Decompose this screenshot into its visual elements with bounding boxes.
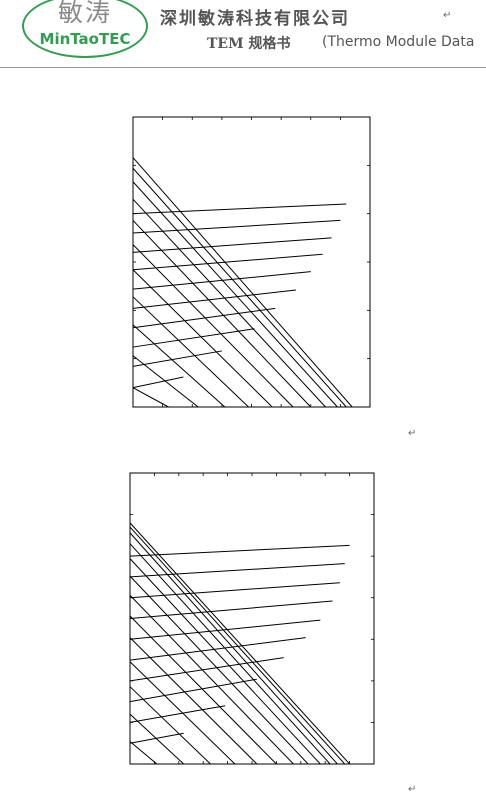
voltage-curve <box>129 732 184 744</box>
qc-curve <box>129 637 258 765</box>
voltage-curve <box>129 619 321 640</box>
company-logo: 敏涛 MinTaoTEC <box>22 0 148 58</box>
logo-chinese-text: 敏涛 <box>57 0 112 27</box>
paragraph-mark: ↵ <box>408 428 417 439</box>
qc-curve <box>129 558 321 765</box>
qc-curve <box>129 526 346 765</box>
voltage-curve <box>132 271 311 290</box>
qc-curve <box>129 713 185 765</box>
voltage-curve <box>129 582 340 599</box>
qc-curve <box>132 324 226 408</box>
spec-english-label: (Thermo Module Data <box>322 34 475 50</box>
voltage-curve <box>129 678 257 703</box>
qc-curve <box>129 532 338 765</box>
voltage-curve <box>132 307 276 329</box>
qc-curve <box>132 269 273 408</box>
voltage-curve <box>132 289 296 309</box>
qc-curve <box>132 198 326 408</box>
spec-label: TEM 规格书 <box>207 36 291 52</box>
voltage-curve <box>132 350 222 367</box>
paragraph-mark: ↵ <box>408 784 417 795</box>
qc-curve <box>129 575 309 765</box>
qc-curve <box>132 387 169 408</box>
qc-curve <box>132 167 347 408</box>
voltage-curve <box>129 705 226 723</box>
qc-curve <box>132 355 199 408</box>
qc-curve <box>132 181 338 408</box>
voltage-curve <box>129 657 284 682</box>
qc-curve <box>129 615 277 765</box>
voltage-curve <box>129 544 350 557</box>
qc-curve <box>129 741 158 765</box>
voltage-curve <box>132 237 332 253</box>
header-rule <box>0 67 486 68</box>
voltage-curve <box>132 328 255 348</box>
chart-top <box>132 116 371 408</box>
voltage-curve <box>132 203 347 215</box>
voltage-curve <box>129 637 306 661</box>
plot-frame <box>129 472 375 765</box>
qc-curve <box>132 296 249 408</box>
logo-english-text: MinTaoTEC <box>39 30 131 48</box>
voltage-curve <box>132 253 323 271</box>
voltage-curve <box>129 563 345 578</box>
document-header: 敏涛 MinTaoTEC 深圳敏涛科技有限公司 ↵ TEM 规格书 (Therm… <box>0 0 486 68</box>
qc-curve <box>132 157 353 408</box>
qc-curve <box>132 220 312 408</box>
qc-curve <box>132 244 294 408</box>
company-name: 深圳敏涛科技有限公司 <box>160 9 350 29</box>
voltage-curve <box>132 219 341 234</box>
qc-curve <box>129 594 294 765</box>
qc-curve <box>129 522 350 765</box>
voltage-curve <box>132 376 184 389</box>
chart-bottom <box>129 472 375 765</box>
plot-frame <box>132 116 371 408</box>
paragraph-mark: ↵ <box>443 10 452 21</box>
voltage-curve <box>129 600 333 619</box>
qc-curve <box>129 543 331 765</box>
